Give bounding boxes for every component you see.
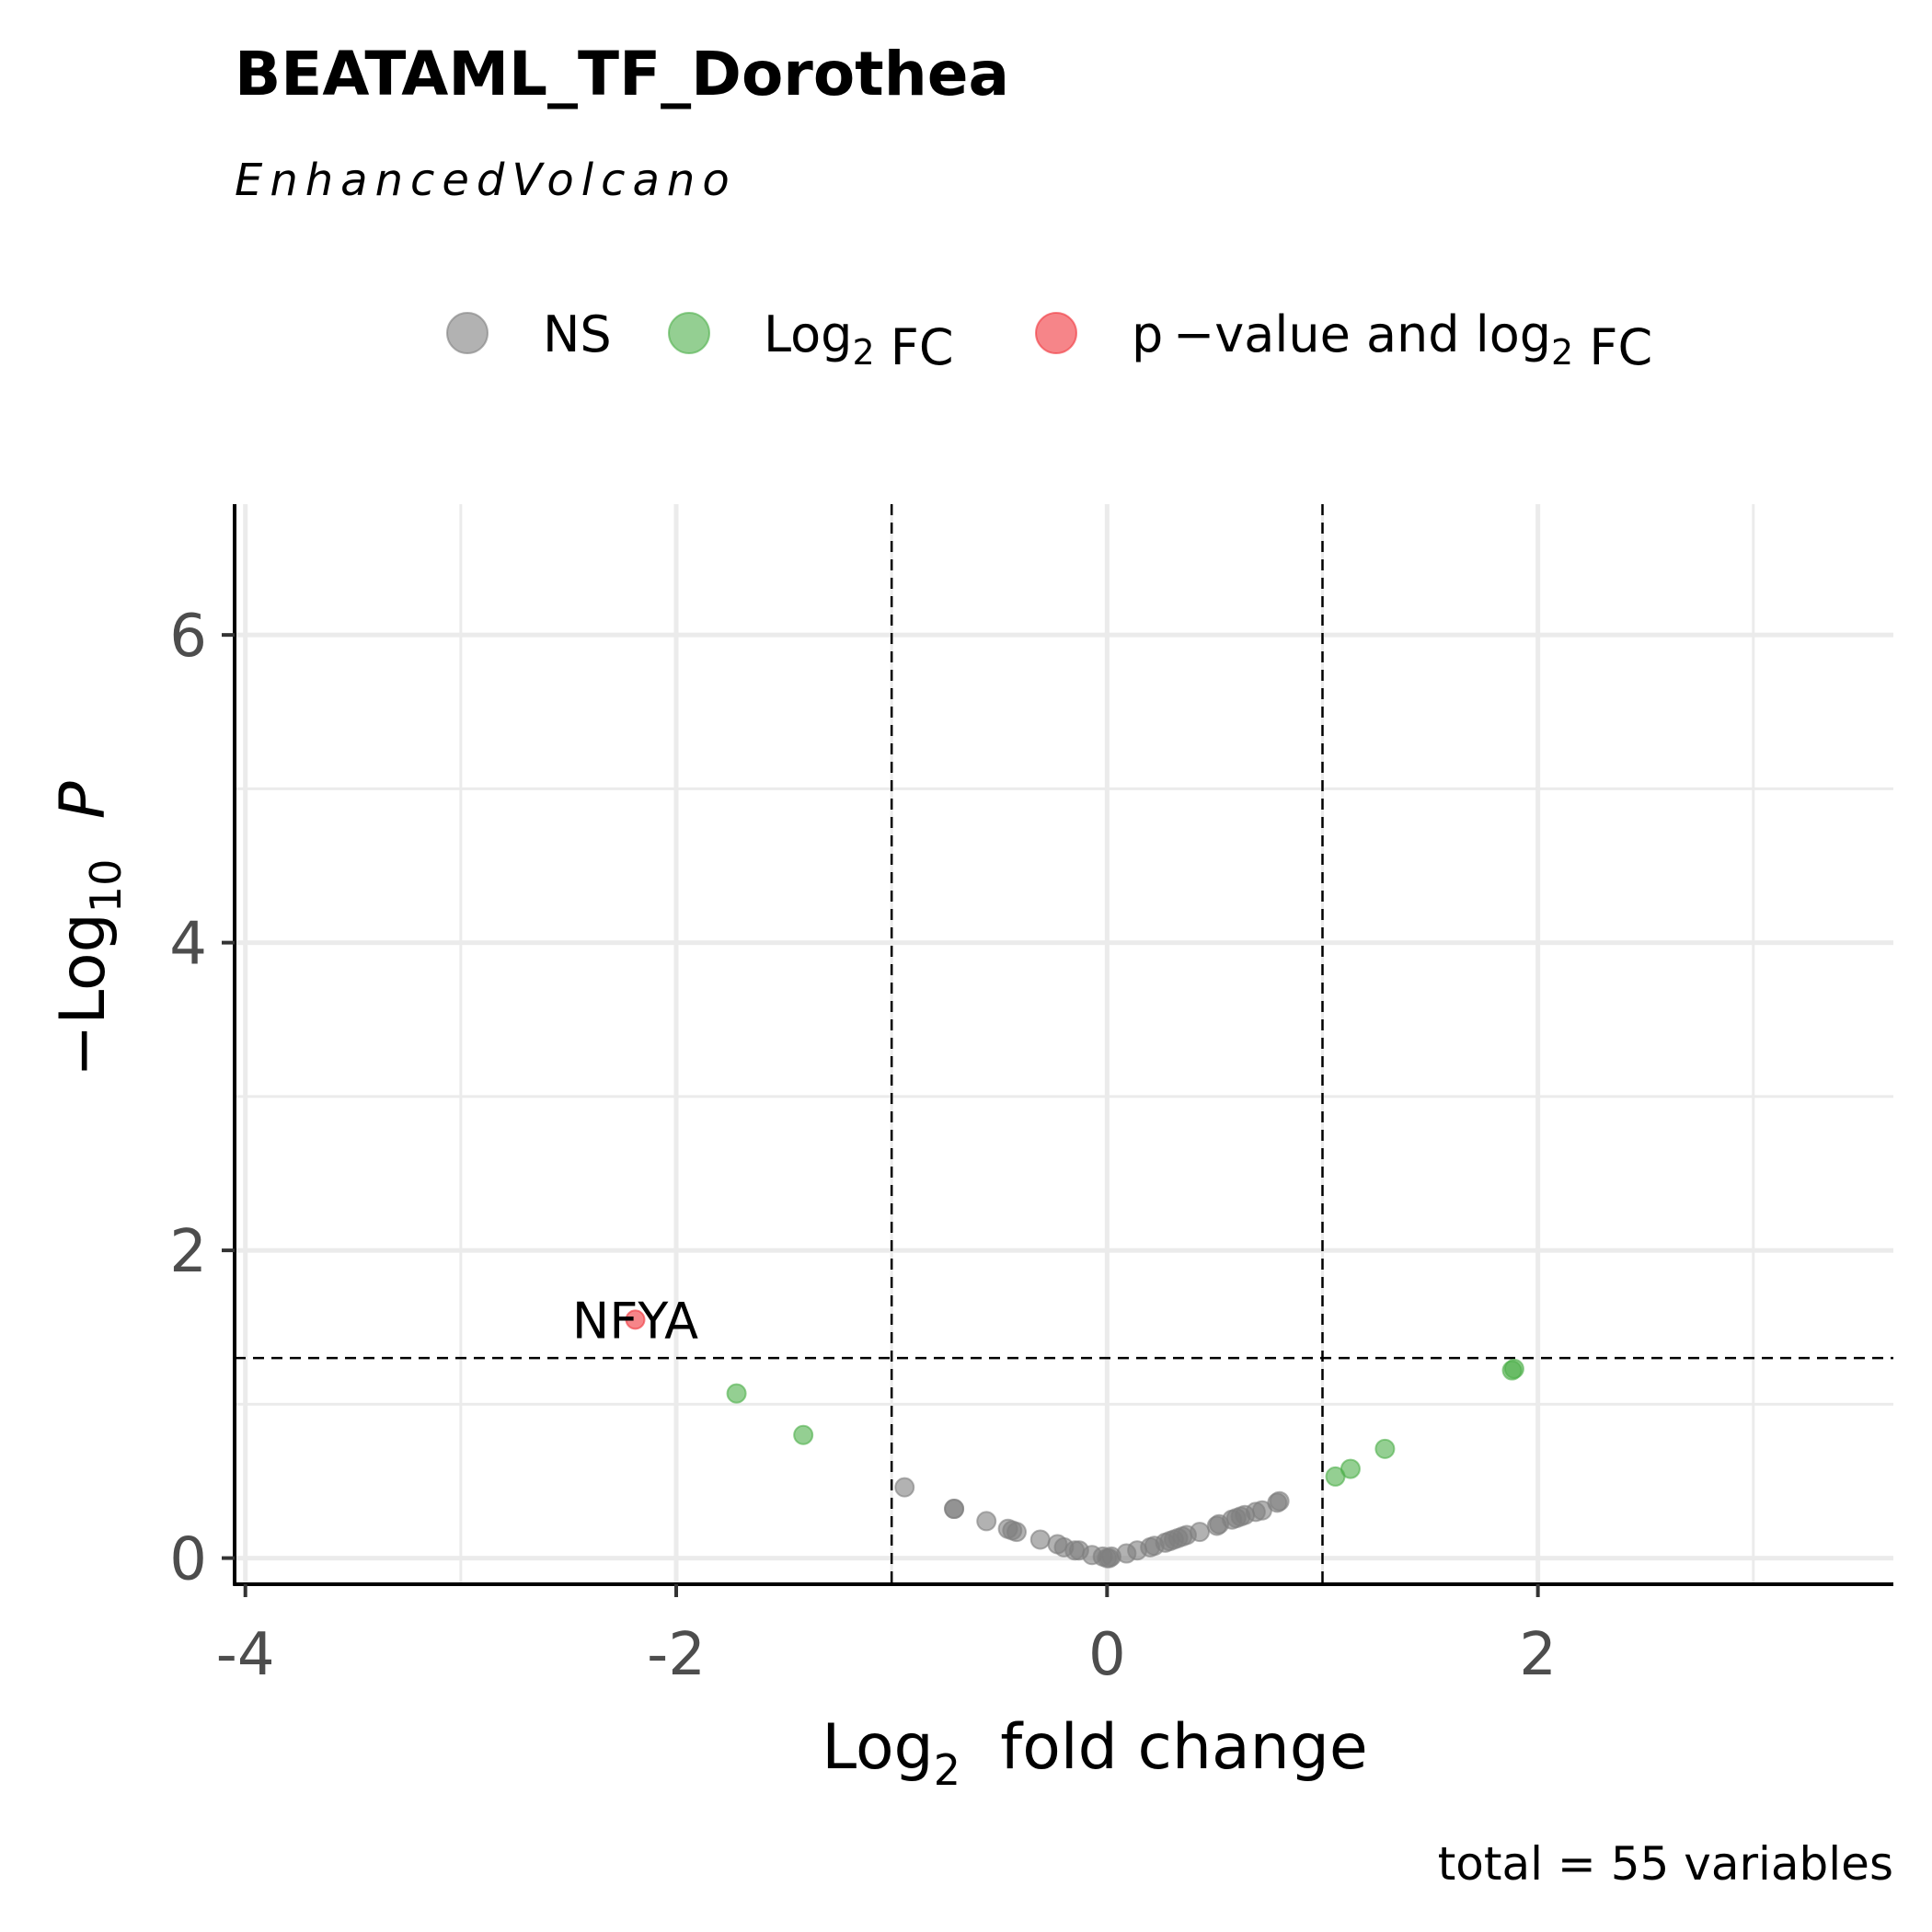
legend-key-ns bbox=[446, 312, 489, 354]
x-axis-title: Log2 fold change bbox=[822, 1711, 1367, 1795]
chart-subtitle: EnhancedVolcano bbox=[235, 155, 737, 206]
data-point bbox=[894, 1477, 915, 1498]
chart-title: BEATAML_TF_Dorothea bbox=[235, 39, 1009, 109]
x-tick-label: -2 bbox=[647, 1621, 706, 1689]
point-labels: NFYA bbox=[572, 1292, 698, 1350]
grid-minor bbox=[235, 504, 1893, 1584]
legend-label-ns: NS bbox=[543, 305, 612, 363]
data-point bbox=[1269, 1490, 1290, 1512]
data-point bbox=[1503, 1358, 1524, 1379]
data-point bbox=[1340, 1458, 1361, 1479]
grid-major bbox=[235, 504, 1893, 1584]
y-axis-ticks: 0 2 4 6 bbox=[169, 603, 235, 1594]
data-point bbox=[793, 1424, 814, 1445]
data-point bbox=[944, 1499, 965, 1520]
x-tick-label: 0 bbox=[1088, 1621, 1126, 1689]
data-point bbox=[976, 1511, 997, 1532]
x-axis-ticks: -4 -2 0 2 bbox=[216, 1584, 1557, 1689]
x-tick-label: 2 bbox=[1519, 1621, 1557, 1689]
legend-key-pfc bbox=[1035, 312, 1077, 354]
axes bbox=[233, 504, 1893, 1586]
legend-label-fc: Log2 FC bbox=[764, 305, 954, 376]
data-point bbox=[1006, 1522, 1027, 1543]
legend-label-pfc: p −value and log2 FC bbox=[1132, 305, 1652, 376]
data-point bbox=[1029, 1529, 1051, 1550]
y-tick-label: 4 bbox=[169, 911, 207, 979]
data-point bbox=[1190, 1522, 1211, 1543]
point-label: NFYA bbox=[572, 1292, 698, 1350]
y-tick-label: 2 bbox=[169, 1218, 207, 1286]
caption: total = 55 variables bbox=[1438, 1837, 1893, 1891]
data-point bbox=[625, 1309, 646, 1330]
data-point bbox=[726, 1383, 747, 1404]
legend-key-fc bbox=[668, 312, 710, 354]
legend: NS Log2 FC p −value and log2 FC bbox=[446, 305, 1652, 376]
plot-area: NFYA -4 -2 0 2 0 2 4 6 bbox=[169, 504, 1893, 1689]
y-axis-title: −Log10 P bbox=[47, 781, 131, 1076]
data-points bbox=[625, 1309, 1524, 1569]
y-tick-label: 6 bbox=[169, 603, 207, 671]
x-tick-label: -4 bbox=[216, 1621, 275, 1689]
y-tick-label: 0 bbox=[169, 1526, 207, 1594]
threshold-lines bbox=[235, 504, 1893, 1584]
data-point bbox=[1374, 1438, 1396, 1459]
